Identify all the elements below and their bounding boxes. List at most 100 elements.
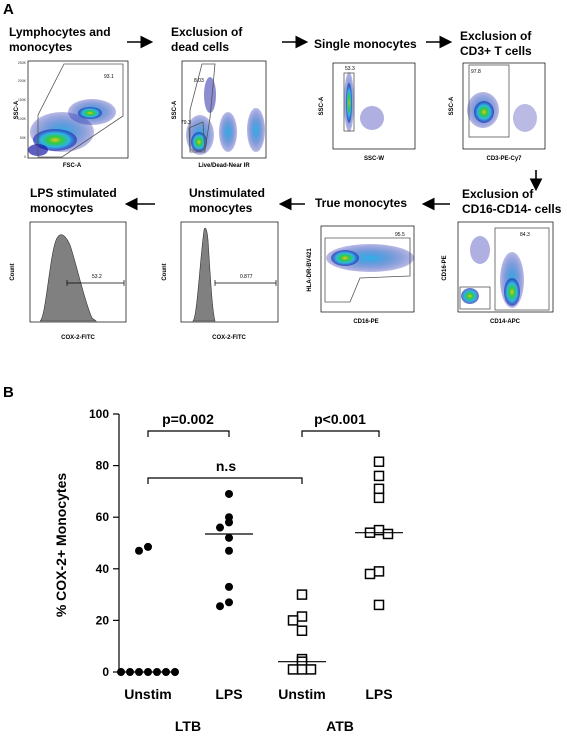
data-point [135,546,143,555]
data-point [373,599,385,611]
data-point [296,589,308,600]
step2-title-line1: Exclusion of [171,25,243,39]
gate-pct-7: 0.877 [240,274,253,280]
step5-title-line1: Exclusion of [462,187,534,201]
plot4-ylabel: SSC-A [449,96,455,115]
plot1-xlabel: FSC-A [63,163,82,169]
data-point [287,664,299,675]
group-ltb: LTB [175,718,201,734]
data-point [144,542,152,551]
data-point [287,615,299,626]
y-tick-label: 60 [96,510,110,524]
plot8-ylabel: Count [10,263,16,280]
step1-title-line2: monocytes [9,40,73,54]
step8-title-line1: LPS stimulated [30,186,117,200]
plot3-ylabel: SSC-A [319,96,325,115]
plot8-xlabel: COX-2-FITC [61,335,95,341]
data-point [373,483,385,495]
step1-title-line1: Lymphocytes and [9,25,111,39]
y-tick-label: 40 [96,562,110,576]
tick: 200K [18,79,27,83]
data-point [305,664,317,675]
data-point [373,566,385,577]
plot-dead-cell-exclusion: 8.03 79.3 Live/Dead-Near IR SSC-A [172,60,267,169]
gate-pct-1: 93.1 [104,74,114,80]
y-tick-label: 0 [102,665,109,679]
plot4-xlabel: CD3-PE-Cy7 [486,156,522,162]
plot7-xlabel: COX-2-FITC [212,335,246,341]
panel-b-letter: B [3,384,14,401]
plot-single-monocytes: 53.3 SSC-W SSC-A [319,62,416,162]
data-point [171,668,179,676]
bracket-atb [301,430,380,437]
step4-title-line1: Exclusion of [460,29,532,43]
data-point [216,602,224,611]
gate-pct-5: 84.3 [520,232,530,238]
sig-ltb: p=0.002 [162,411,214,427]
sig-atb: p<0.001 [314,411,366,427]
cat-atb-lps: LPS [365,686,392,702]
bracket-cross [147,477,303,484]
gate-pct-3: 53.3 [345,66,355,72]
data-points [117,456,403,676]
data-point [225,598,233,607]
data-point [373,492,385,504]
group-atb: ATB [326,718,354,734]
cat-atb-unstim: Unstim [278,686,325,702]
data-point [373,470,385,482]
data-point [382,528,394,540]
y-tick-label: 80 [96,459,110,473]
plot7-ylabel: Count [162,263,168,280]
data-point [296,611,308,622]
y-tick-label: 100 [89,407,109,421]
bracket-ltb [147,430,230,437]
data-point [225,546,233,555]
plot-lps-histogram: 53.2 COX-2-FITC Count [10,221,127,341]
y-tick-label: 20 [96,613,110,627]
data-point [225,518,233,527]
data-point [216,523,224,532]
data-point [296,664,308,675]
cat-ltb-lps: LPS [215,686,242,702]
plot2-ylabel: SSC-A [172,100,178,119]
step8-title-line2: monocytes [30,201,94,215]
step2-title-line2: dead cells [171,40,229,54]
plot5-xlabel: CD14-APC [490,319,521,325]
data-point [117,668,125,676]
gate-pct-2b: 79.3 [181,120,191,126]
gate-pct-6: 95.5 [395,232,405,238]
panel-a-letter: A [3,1,14,18]
plot3-xlabel: SSC-W [364,156,384,162]
tick: 100K [18,117,27,121]
tick: 150K [18,98,27,102]
tick: 0 [24,155,26,159]
plot2-xlabel: Live/Dead-Near IR [198,163,250,169]
step6-title: True monocytes [315,196,407,210]
plot6-xlabel: CD16-PE [353,319,378,325]
step4-title-line2: CD3+ T cells [460,44,532,58]
tick: 250K [18,61,27,65]
gate-pct-4: 97.8 [471,69,481,75]
data-point [225,582,233,591]
plot1-ylabel: SSC-A [14,100,20,119]
plot-lymphocytes-monocytes: 93.1 FSC-A SSC-A 0 50K 100K 150K 200K 25… [14,60,129,169]
plot5-ylabel: CD16-PE [442,255,448,280]
step5-title-line2: CD16-CD14- cells [462,202,562,216]
plot6-ylabel: HLA-DR-BV421 [307,248,313,292]
data-point [296,625,308,636]
data-point [364,568,376,580]
cat-ltb-unstim: Unstim [124,686,171,702]
gate-pct-8: 53.2 [92,274,102,280]
step7-title-line2: monocytes [189,201,253,215]
sig-cross: n.s [216,458,236,474]
y-axis-label: % COX-2+ Monocytes [53,473,69,618]
data-point [225,489,233,498]
plot-true-monocytes: 95.5 CD16-PE HLA-DR-BV421 [307,225,415,325]
plot-cd3-exclusion: 97.8 CD3-PE-Cy7 SSC-A [449,62,546,162]
step7-title-line1: Unstimulated [189,186,265,200]
plot-cd16-cd14-exclusion: 84.3 CD14-APC CD16-PE [442,221,554,325]
data-point [373,456,385,467]
gate-pct-2a: 8.03 [194,78,204,84]
